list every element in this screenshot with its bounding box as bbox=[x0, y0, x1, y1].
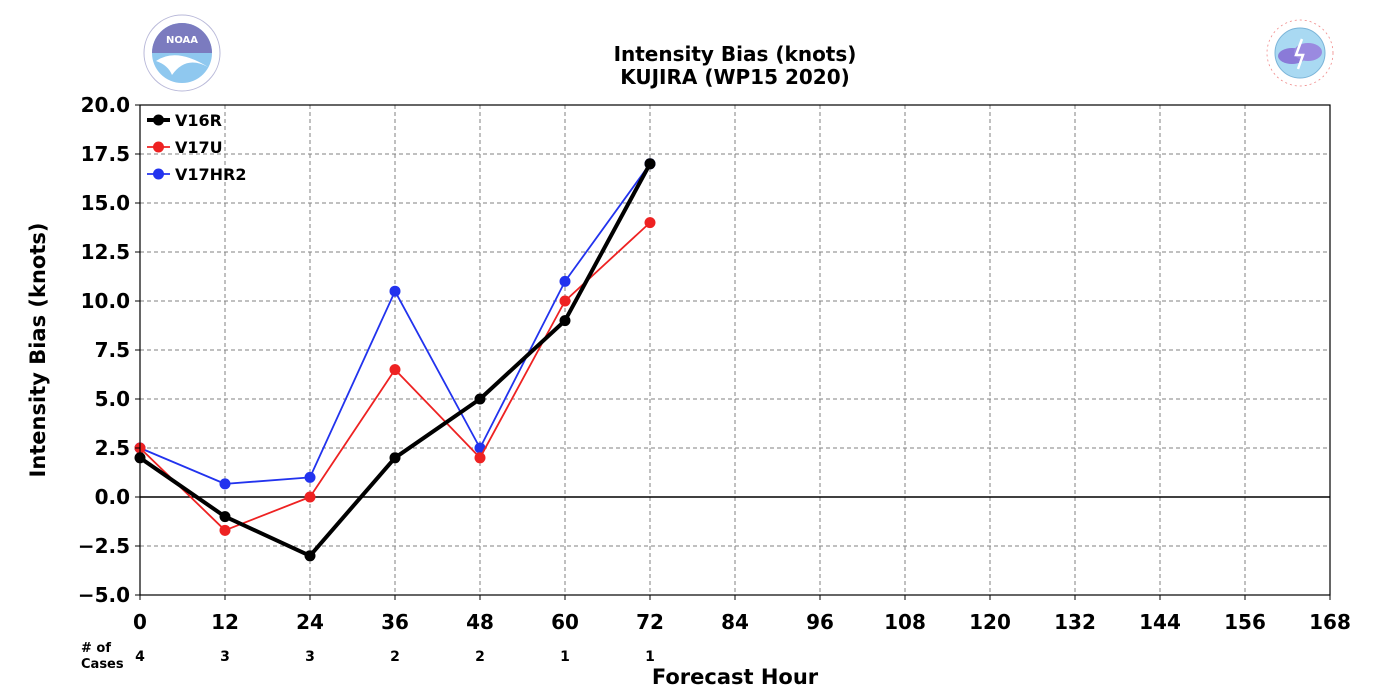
x-tick-label: 156 bbox=[1224, 610, 1266, 634]
point-v17hr2 bbox=[389, 285, 401, 297]
legend-label: V17U bbox=[175, 138, 223, 157]
chart-subtitle: KUJIRA (WP15 2020) bbox=[620, 65, 850, 89]
cases-label-line2: Cases bbox=[81, 657, 124, 672]
series-layer bbox=[134, 158, 656, 562]
grid-layer bbox=[140, 105, 1330, 595]
point-v16r bbox=[389, 452, 401, 464]
noaa-logo: NOAA bbox=[143, 14, 221, 92]
point-v17u bbox=[559, 295, 571, 307]
point-v17u bbox=[474, 452, 486, 464]
point-v17u bbox=[389, 364, 401, 376]
y-tick-label: 12.5 bbox=[81, 240, 130, 264]
point-v16r bbox=[644, 158, 656, 170]
legend-label: V17HR2 bbox=[175, 165, 247, 184]
x-tick-label: 72 bbox=[636, 610, 664, 634]
x-tick-label: 120 bbox=[969, 610, 1011, 634]
point-v17hr2 bbox=[304, 471, 316, 483]
y-tick-label: 0.0 bbox=[95, 485, 130, 509]
point-v17u bbox=[644, 217, 656, 229]
x-axis-label: Forecast Hour bbox=[652, 665, 819, 689]
x-tick-label: 36 bbox=[381, 610, 409, 634]
legend: V16R V17U V17HR2 bbox=[147, 111, 247, 184]
legend-swatch-marker bbox=[153, 168, 164, 180]
point-v17u bbox=[304, 491, 316, 503]
point-v16r bbox=[304, 550, 316, 562]
y-tick-label: 20.0 bbox=[81, 93, 130, 117]
y-tick-label: −5.0 bbox=[78, 583, 130, 607]
case-count: 2 bbox=[390, 649, 400, 665]
x-tick-label: 132 bbox=[1054, 610, 1096, 634]
case-count: 3 bbox=[305, 649, 315, 665]
noaa-logo-text: NOAA bbox=[166, 35, 198, 46]
point-v16r bbox=[559, 315, 571, 327]
x-tick-label: 108 bbox=[884, 610, 926, 634]
x-tick-label: 96 bbox=[806, 610, 834, 634]
point-v16r bbox=[219, 511, 231, 523]
legend-swatch-marker bbox=[153, 114, 164, 126]
x-tick-label: 24 bbox=[296, 610, 324, 634]
case-count: 2 bbox=[475, 649, 485, 665]
y-axis-label: Intensity Bias (knots) bbox=[26, 223, 50, 478]
tick-layer: 0 12 24 36 48 60 72 84 96 108 120 132 144 156 168 −5.0 −… bbox=[78, 93, 1351, 634]
point-v17hr2 bbox=[474, 442, 486, 454]
y-tick-label: 2.5 bbox=[95, 436, 130, 460]
x-tick-label: 144 bbox=[1139, 610, 1181, 634]
y-tick-label: 10.0 bbox=[81, 289, 130, 313]
x-tick-label: 48 bbox=[466, 610, 494, 634]
cases-label-line1: # of bbox=[81, 641, 111, 656]
x-tick-label: 0 bbox=[133, 610, 147, 634]
case-count: 1 bbox=[560, 649, 570, 665]
chart-title: Intensity Bias (knots) bbox=[614, 42, 857, 66]
x-tick-label: 84 bbox=[721, 610, 749, 634]
y-tick-label: 17.5 bbox=[81, 142, 130, 166]
x-tick-label: 60 bbox=[551, 610, 579, 634]
y-tick-label: 7.5 bbox=[95, 338, 130, 362]
cases-row: 4 3 3 2 2 1 1 bbox=[135, 649, 655, 665]
point-v17u bbox=[219, 524, 231, 536]
case-count: 4 bbox=[135, 649, 145, 665]
x-tick-label: 12 bbox=[211, 610, 239, 634]
point-v16r bbox=[474, 393, 486, 405]
point-v17hr2 bbox=[219, 478, 231, 490]
case-count: 1 bbox=[645, 649, 655, 665]
y-tick-label: −2.5 bbox=[78, 534, 130, 558]
x-tick-label: 168 bbox=[1309, 610, 1351, 634]
y-tick-label: 15.0 bbox=[81, 191, 130, 215]
point-v17hr2 bbox=[559, 275, 571, 287]
nws-logo bbox=[1262, 15, 1338, 91]
case-count: 3 bbox=[220, 649, 230, 665]
legend-swatch-marker bbox=[153, 141, 164, 153]
legend-label: V16R bbox=[175, 111, 222, 130]
y-tick-label: 5.0 bbox=[95, 387, 130, 411]
